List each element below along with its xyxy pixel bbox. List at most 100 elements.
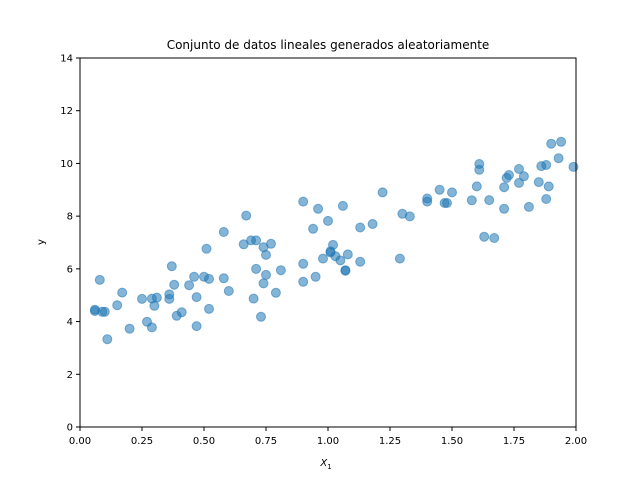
x-tick-label: 1.75	[503, 436, 525, 447]
y-tick-label: 6	[67, 264, 73, 275]
data-point-65	[367, 219, 378, 229]
data-point-97	[553, 153, 564, 164]
data-point-99	[568, 161, 579, 172]
x-axis: 0.00 0.25 0.50 0.75 1.00 1.25 1.50 1.75 2.00	[69, 427, 587, 447]
data-point-62	[342, 249, 353, 260]
data-point-81	[484, 195, 495, 206]
data-point-84	[499, 203, 510, 214]
y-axis: 0 2 4 6 8 10 12 14	[60, 54, 80, 434]
data-point-8	[124, 323, 135, 334]
data-point-50	[310, 271, 321, 282]
data-point-74	[442, 198, 452, 208]
data-point-12	[146, 322, 157, 333]
x-axis-label-main: X	[319, 458, 328, 469]
data-point-66	[377, 187, 388, 198]
data-point-67	[394, 253, 405, 264]
data-point-89	[518, 171, 529, 182]
data-point-79	[474, 159, 485, 169]
data-point-87	[514, 177, 524, 188]
data-point-86	[504, 170, 514, 180]
data-point-21	[184, 280, 195, 291]
data-point-22	[189, 271, 200, 282]
data-point-80	[479, 231, 490, 242]
data-point-95	[543, 181, 554, 192]
data-point-51	[313, 203, 324, 214]
x-tick-label: 0.25	[131, 436, 153, 447]
data-point-23	[191, 292, 202, 303]
x-tick-label: 0.50	[193, 436, 215, 447]
data-point-20	[176, 307, 187, 318]
data-point-88	[514, 164, 524, 174]
data-point-93	[541, 160, 552, 170]
data-point-30	[218, 273, 229, 284]
x-tick-label: 0.00	[69, 436, 91, 447]
data-point-16	[164, 289, 175, 300]
y-tick-label: 8	[67, 212, 73, 223]
x-axis-label-subscript: 1	[327, 463, 331, 471]
data-point-56	[328, 239, 338, 250]
data-point-43	[266, 238, 276, 249]
y-tick-label: 14	[60, 54, 73, 65]
y-tick-label: 12	[60, 106, 73, 117]
data-point-45	[275, 265, 286, 276]
data-point-2	[94, 274, 105, 285]
x-tick-label: 1.00	[317, 436, 339, 447]
data-point-7	[117, 287, 128, 298]
data-point-94	[541, 194, 552, 204]
data-point-44	[270, 287, 281, 298]
data-point-18	[169, 279, 180, 290]
data-point-35	[248, 293, 259, 304]
y-tick-label: 2	[67, 370, 73, 381]
data-point-37	[251, 263, 262, 274]
data-point-46	[298, 196, 309, 207]
points-layer	[89, 136, 579, 345]
data-point-82	[489, 233, 500, 243]
x-tick-label: 0.75	[255, 436, 277, 447]
data-point-69	[404, 211, 415, 222]
data-point-91	[533, 177, 544, 188]
data-point-28	[204, 303, 214, 314]
data-point-83	[499, 182, 510, 193]
data-point-40	[258, 278, 269, 289]
data-point-13	[149, 300, 160, 311]
data-point-42	[261, 269, 271, 280]
x-tick-label: 2.00	[565, 436, 587, 447]
data-point-59	[337, 200, 348, 211]
chart-title: Conjunto de datos lineales generados ale…	[167, 38, 490, 52]
data-point-4	[99, 306, 110, 317]
data-point-26	[201, 243, 212, 254]
data-point-98	[556, 136, 567, 147]
x-tick-label: 1.50	[441, 436, 463, 447]
data-point-38	[256, 311, 266, 322]
data-point-64	[355, 256, 366, 267]
x-tick-label: 1.25	[379, 436, 401, 447]
data-point-71	[422, 193, 433, 204]
data-point-29	[218, 227, 229, 237]
data-point-41	[261, 249, 271, 260]
y-tick-label: 10	[60, 159, 73, 170]
data-point-17	[166, 261, 177, 272]
data-point-14	[151, 292, 162, 303]
data-point-27	[204, 273, 214, 284]
y-tick-label: 0	[67, 423, 73, 434]
data-point-77	[471, 181, 482, 192]
data-point-48	[298, 276, 309, 287]
data-point-36	[251, 235, 262, 246]
y-tick-label: 4	[67, 317, 73, 328]
x-axis-label: X1	[319, 458, 331, 471]
data-point-52	[318, 253, 328, 264]
data-point-76	[466, 195, 477, 206]
data-point-63	[355, 222, 366, 233]
data-point-75	[447, 187, 457, 198]
data-point-53	[323, 215, 333, 226]
data-point-31	[223, 286, 234, 296]
data-point-58	[335, 255, 346, 266]
data-point-24	[191, 321, 202, 332]
data-point-90	[523, 201, 534, 212]
data-point-9	[137, 293, 147, 304]
data-point-47	[298, 258, 309, 269]
data-point-96	[546, 138, 557, 149]
data-point-61	[340, 265, 351, 276]
data-point-33	[241, 210, 252, 221]
